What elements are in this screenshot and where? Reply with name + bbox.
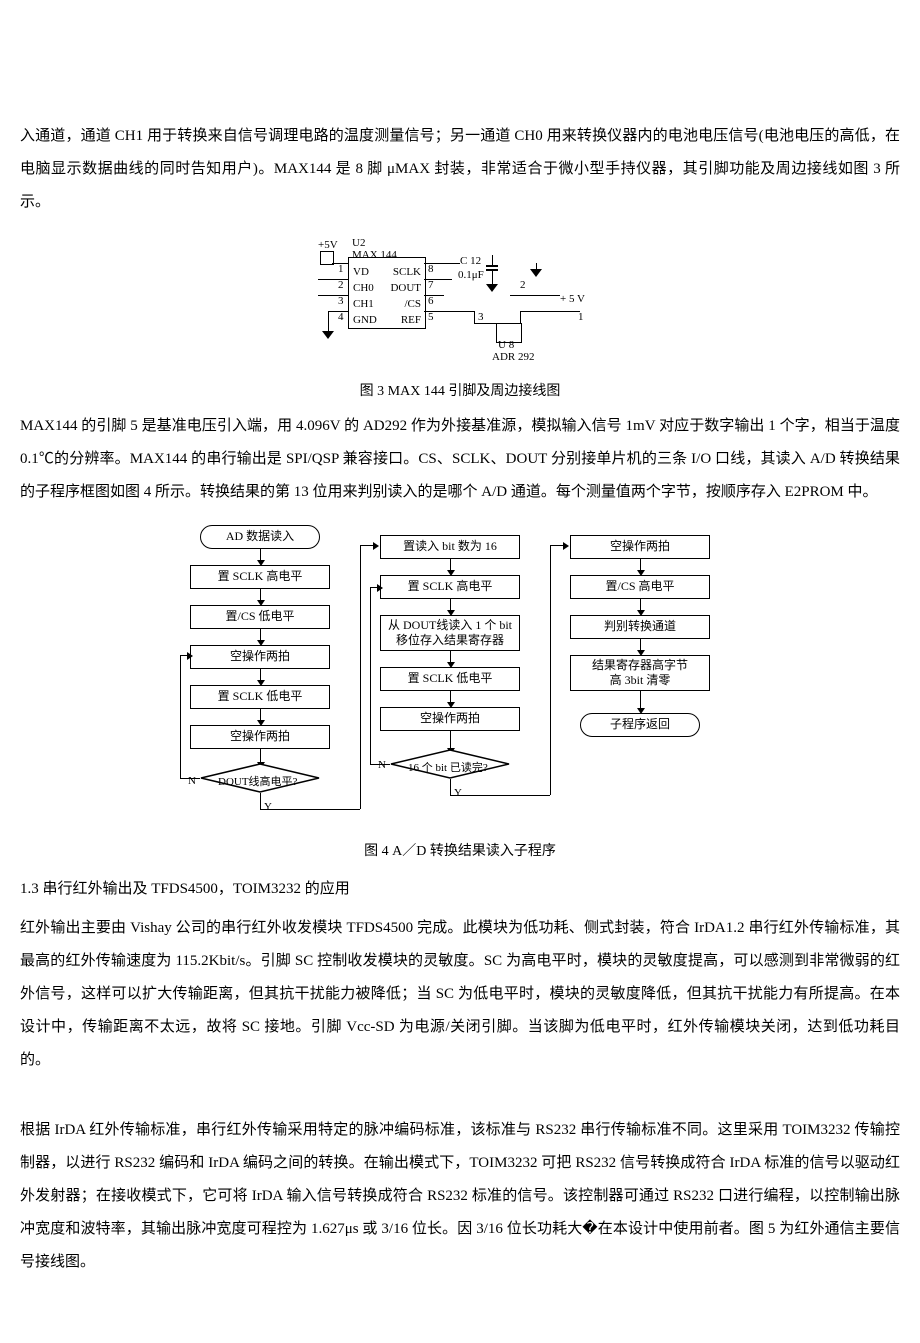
flow-box: 判别转换通道: [570, 615, 710, 639]
flow-box: 置/CS 高电平: [570, 575, 710, 599]
figure-3-diagram: +5V U2 MAX 144 VD CH0 CH1 GND SCLK DOUT …: [300, 235, 620, 365]
node-3: 3: [478, 305, 484, 329]
wire: [474, 311, 475, 323]
cap-value: 0.1μF: [458, 263, 484, 287]
figure-4-caption: 图 4 A／D 转换结果读入子程序: [20, 842, 900, 862]
flow-arrow: [260, 709, 261, 721]
flow-box: 空操作两拍: [380, 707, 520, 731]
wire: [474, 323, 496, 324]
adr-label: ADR 292: [492, 345, 534, 369]
flow-end: 子程序返回: [580, 713, 700, 737]
flow-arrow: [370, 587, 378, 588]
figure-4-diagram: AD 数据读入 置 SCLK 高电平 置/CS 低电平 空操作两拍 置 SCLK…: [170, 525, 750, 825]
paragraph-4: 根据 IrDA 红外传输标准，串行红外传输采用特定的脉冲编码标准，该标准与 RS…: [20, 1114, 900, 1279]
flow-line: [370, 764, 390, 765]
flow-box: 置 SCLK 低电平: [190, 685, 330, 709]
node-1: 1: [578, 305, 584, 329]
flow-arrow: [450, 559, 451, 571]
flow-arrow: [450, 651, 451, 663]
flow-arrow: [260, 749, 261, 763]
pinnum-4: 4: [338, 305, 344, 329]
wire: [492, 255, 493, 265]
flow-line: [550, 545, 551, 795]
figure-3-caption: 图 3 MAX 144 引脚及周边接线图: [20, 382, 900, 402]
flow-box: 置 SCLK 高电平: [190, 565, 330, 589]
wire: [332, 263, 348, 264]
flow-line: [370, 587, 371, 764]
label-n: N: [188, 769, 196, 793]
flow-box: 从 DOUT线读入 1 个 bit 移位存入结果寄存器: [380, 615, 520, 651]
flow-line: [450, 779, 451, 795]
flow-arrow: [180, 655, 188, 656]
flow-arrow: [450, 691, 451, 703]
paragraph-2: MAX144 的引脚 5 是基准电压引入端，用 4.096V 的 AD292 作…: [20, 410, 900, 509]
flow-arrow: [450, 731, 451, 749]
paragraph-1: 入通道，通道 CH1 用于转换来自信号调理电路的温度测量信号；另一通道 CH0 …: [20, 120, 900, 219]
cap-plate: [486, 265, 498, 267]
flow-arrow: [360, 545, 374, 546]
pin-ref: REF: [401, 308, 421, 332]
flow-arrow: [550, 545, 564, 546]
flow-line: [180, 778, 200, 779]
flow-line: [450, 795, 550, 796]
flow-line: [360, 545, 361, 809]
flow-arrow: [640, 599, 641, 611]
flow-box: 空操作两拍: [570, 535, 710, 559]
wire: [520, 311, 521, 323]
flow-box: 置读入 bit 数为 16: [380, 535, 520, 559]
flow-arrow: [260, 549, 261, 561]
flow-box: 空操作两拍: [190, 645, 330, 669]
wire: [510, 295, 560, 296]
wire: [328, 311, 348, 312]
flow-box: 置 SCLK 高电平: [380, 575, 520, 599]
figure-3-container: +5V U2 MAX 144 VD CH0 CH1 GND SCLK DOUT …: [20, 235, 900, 402]
wire: [424, 263, 460, 264]
wire: [318, 295, 348, 296]
wire: [318, 279, 348, 280]
section-1-3-title: 1.3 串行红外输出及 TFDS4500，TOIM3232 的应用: [20, 873, 900, 906]
flow-arrow: [260, 589, 261, 601]
wire: [520, 311, 580, 312]
pinnum-5: 5: [428, 305, 434, 329]
label-n: N: [378, 753, 386, 777]
flow-box: 结果寄存器高字节 高 3bit 清零: [570, 655, 710, 691]
flow-arrow: [450, 599, 451, 611]
figure-4-container: AD 数据读入 置 SCLK 高电平 置/CS 低电平 空操作两拍 置 SCLK…: [20, 525, 900, 862]
flow-arrow: [640, 691, 641, 709]
flow-box: 空操作两拍: [190, 725, 330, 749]
flow-arrow: [640, 559, 641, 571]
wire: [424, 311, 474, 312]
label-y: Y: [454, 781, 462, 805]
wire: [424, 295, 444, 296]
flow-box: 置/CS 低电平: [190, 605, 330, 629]
flow-line: [260, 793, 261, 809]
flow-arrow: [260, 669, 261, 681]
wire: [328, 311, 329, 325]
wire: [424, 279, 452, 280]
paragraph-3: 红外输出主要由 Vishay 公司的串行红外收发模块 TFDS4500 完成。此…: [20, 912, 900, 1077]
flow-line: [180, 655, 181, 778]
diamond-label: DOUT线高电平?: [218, 770, 297, 794]
wire: [492, 270, 493, 278]
flow-arrow: [260, 629, 261, 641]
chip-body: VD CH0 CH1 GND SCLK DOUT /CS REF: [348, 257, 426, 329]
pin-gnd: GND: [353, 308, 377, 332]
diamond-label: 16 个 bit 已读完?: [408, 756, 488, 780]
label-y: Y: [264, 795, 272, 819]
flow-box: 置 SCLK 低电平: [380, 667, 520, 691]
flow-line: [260, 809, 360, 810]
flow-arrow: [640, 639, 641, 651]
node-2: 2: [520, 273, 526, 297]
flow-start: AD 数据读入: [200, 525, 320, 549]
